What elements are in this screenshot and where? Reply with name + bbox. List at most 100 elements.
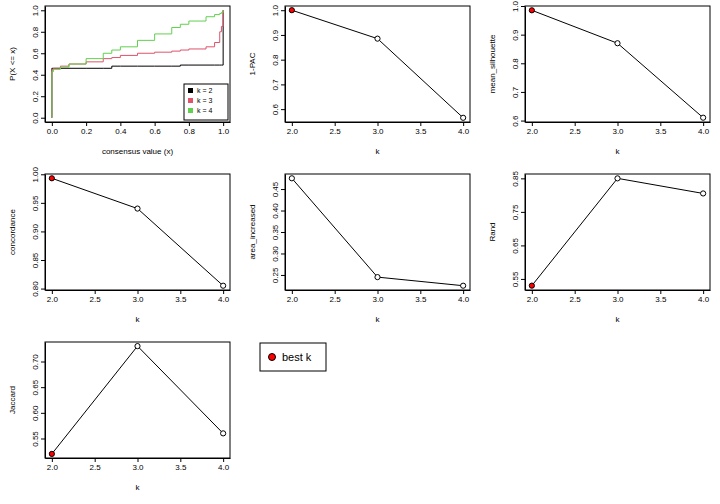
x-axis-title: k [376, 315, 381, 324]
x-tick-label: 4.0 [698, 295, 710, 304]
y-tick: 0.70 [31, 354, 45, 370]
ecdf-line [52, 10, 223, 117]
marks [289, 8, 465, 121]
x-tick-mark [180, 458, 181, 462]
y-tick-label: 0.6 [271, 104, 280, 116]
legend-box [260, 343, 326, 371]
y-tick-label: 0.85 [511, 171, 520, 187]
y-tick-mark [281, 232, 285, 233]
x-tick-label: 3.5 [175, 295, 187, 304]
y-tick: 0.85 [31, 252, 45, 268]
y-tick-mark [281, 35, 285, 36]
x-axis: 2.02.53.03.54.0 [526, 290, 711, 304]
x-tick: 2.5 [90, 458, 102, 472]
y-tick-mark [41, 10, 45, 11]
y-tick-mark [281, 109, 285, 110]
legend-swatch [269, 354, 276, 361]
y-tick-label: 0.8 [511, 58, 520, 70]
y-tick: 0.60 [31, 405, 45, 421]
y-tick-label: 0.35 [271, 224, 280, 240]
x-tick: 3.5 [175, 458, 187, 472]
x-tick: 2.0 [47, 290, 59, 304]
legend: k = 2k = 3k = 4 [184, 84, 228, 120]
x-tick-label: 2.0 [527, 127, 539, 136]
x-tick-mark [335, 122, 336, 126]
y-tick: 0.80 [31, 281, 45, 297]
y-tick-label: 0.0 [31, 112, 40, 124]
y-axis-title: 1-PAC [248, 52, 257, 75]
x-axis-title: k [136, 315, 141, 324]
y-tick-mark [281, 253, 285, 254]
y-tick-label: 0.9 [271, 29, 280, 41]
x-tick-mark [189, 122, 190, 126]
x-axis-title: consensus value (x) [102, 147, 173, 156]
y-tick-label: 0.45 [271, 181, 280, 197]
y-tick-mark [521, 279, 525, 280]
legend-swatch [188, 108, 193, 113]
x-tick-label: 4.0 [218, 463, 230, 472]
plot-frame [45, 342, 230, 458]
y-tick: 0.7 [511, 86, 525, 98]
metric-point [49, 176, 54, 181]
marks [52, 10, 223, 117]
y-tick-mark [41, 260, 45, 261]
x-tick: 3.0 [372, 122, 384, 136]
metric-line [532, 10, 703, 117]
x-axis-title: k [616, 315, 621, 324]
x-axis-title: k [616, 147, 621, 156]
y-tick-label: 1.0 [511, 0, 520, 12]
metric-line [52, 346, 223, 454]
y-tick-mark [521, 178, 525, 179]
y-tick: 1.0 [511, 0, 525, 12]
y-tick: 0.25 [271, 267, 285, 283]
x-axis-title: k [376, 147, 381, 156]
x-tick-mark [463, 122, 464, 126]
y-axis-title: Rand [488, 222, 497, 241]
x-tick: 2.0 [287, 122, 299, 136]
metric-point [135, 206, 140, 211]
panel: 2.02.53.03.54.00.250.300.350.400.45karea… [248, 174, 471, 324]
x-tick-label: 4.0 [458, 127, 470, 136]
legend-box [184, 84, 228, 120]
metric-point [135, 344, 140, 349]
metric-point [289, 176, 294, 181]
y-tick-mark [521, 35, 525, 36]
ecdf-line [52, 10, 223, 117]
x-tick: 2.0 [527, 290, 539, 304]
x-tick-label: 2.5 [90, 295, 102, 304]
x-tick-mark [180, 290, 181, 294]
y-tick: 0.95 [31, 195, 45, 211]
x-tick: 2.0 [287, 290, 299, 304]
x-tick-mark [223, 290, 224, 294]
x-tick-label: 2.0 [47, 295, 59, 304]
y-tick: 0.65 [31, 379, 45, 395]
y-tick-label: 0.9 [511, 29, 520, 41]
x-tick-label: 0.0 [47, 127, 59, 136]
y-tick-mark [41, 231, 45, 232]
y-tick-mark [41, 174, 45, 175]
y-tick-label: 0.40 [271, 203, 280, 219]
x-tick-label: 2.5 [570, 295, 582, 304]
y-tick: 0.6 [271, 104, 285, 116]
x-tick: 4.0 [698, 290, 710, 304]
x-tick-label: 3.0 [372, 127, 384, 136]
x-tick-mark [660, 290, 661, 294]
x-axis-title: k [136, 483, 141, 492]
y-tick-label: 1.00 [31, 166, 40, 182]
x-tick: 2.5 [570, 290, 582, 304]
x-tick-label: 3.5 [655, 295, 667, 304]
y-axis: 0.60.70.80.91.0 [271, 5, 286, 123]
x-tick: 0.2 [81, 122, 93, 136]
x-tick-label: 4.0 [458, 295, 470, 304]
x-tick-label: 3.0 [132, 295, 144, 304]
legend-swatch [188, 88, 193, 93]
x-axis: 2.02.53.03.54.0 [526, 122, 711, 136]
panel: 2.02.53.03.54.00.60.70.80.91.0k1-PAC [248, 5, 471, 156]
x-tick: 3.0 [132, 458, 144, 472]
y-tick-label: 1.0 [31, 5, 40, 17]
plot-frame [45, 174, 230, 290]
y-tick-label: 0.80 [31, 281, 40, 297]
x-tick: 2.0 [47, 458, 59, 472]
metric-point [221, 283, 226, 288]
x-tick-mark [120, 122, 121, 126]
